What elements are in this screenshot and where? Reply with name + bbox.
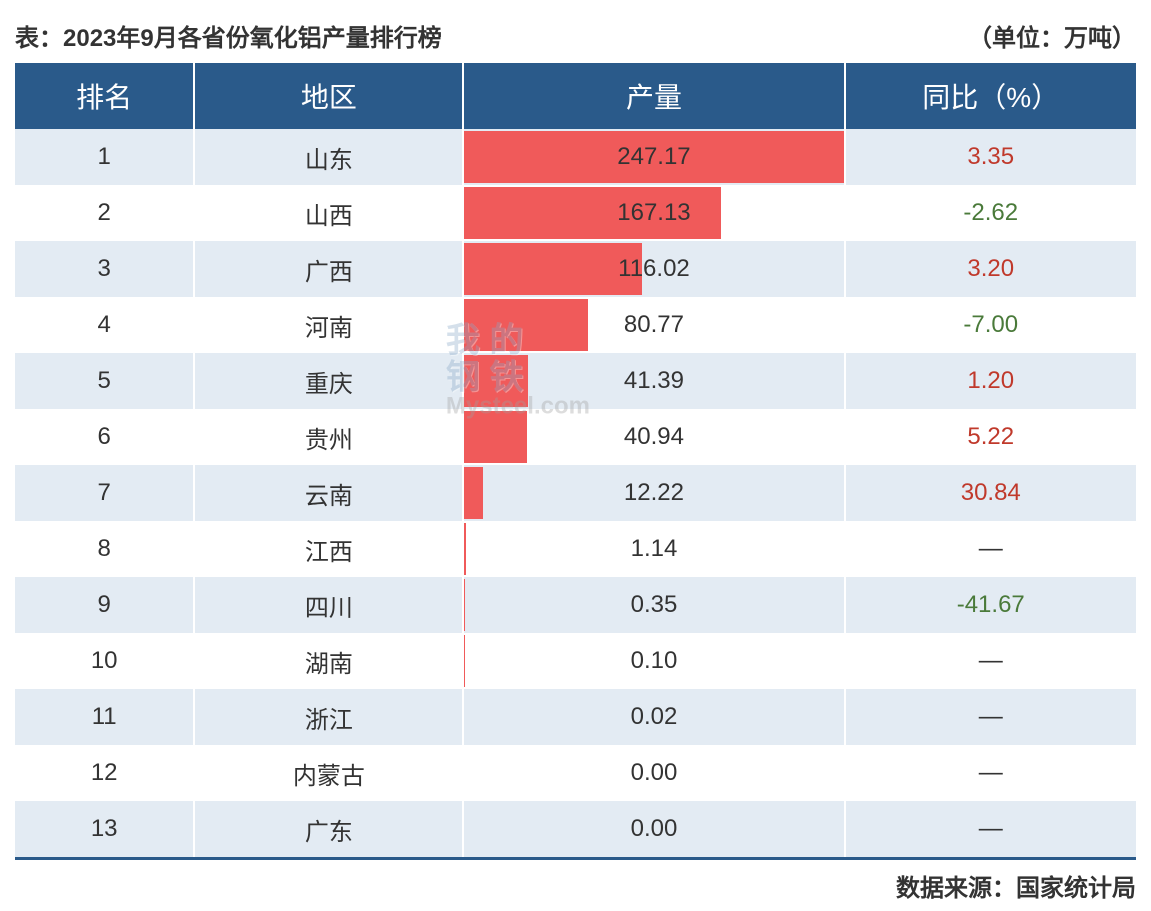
table-body: 1山东247.173.352山西167.13-2.623广西116.023.20… xyxy=(15,129,1136,857)
rank-cell: 3 xyxy=(15,241,194,297)
region-cell: 山西 xyxy=(194,185,463,241)
yoy-cell: — xyxy=(845,521,1136,577)
region-cell: 广东 xyxy=(194,801,463,857)
yoy-cell: 5.22 xyxy=(845,409,1136,465)
table-row: 6贵州40.945.22 xyxy=(15,409,1136,465)
yoy-cell: -41.67 xyxy=(845,577,1136,633)
table-row: 5重庆41.391.20 xyxy=(15,353,1136,409)
rank-cell: 2 xyxy=(15,185,194,241)
output-cell: 116.02 xyxy=(463,241,844,297)
rank-cell: 5 xyxy=(15,353,194,409)
region-cell: 湖南 xyxy=(194,633,463,689)
output-cell: 247.17 xyxy=(463,129,844,185)
output-value: 0.10 xyxy=(464,647,843,675)
region-cell: 重庆 xyxy=(194,353,463,409)
rank-cell: 11 xyxy=(15,689,194,745)
yoy-cell: -2.62 xyxy=(845,185,1136,241)
output-cell: 80.77 xyxy=(463,297,844,353)
table-row: 4河南80.77-7.00 xyxy=(15,297,1136,353)
header-yoy: 同比（%） xyxy=(845,63,1136,129)
table-title: 表：2023年9月各省份氧化铝产量排行榜 xyxy=(15,18,442,53)
table-row: 10湖南0.10— xyxy=(15,633,1136,689)
region-cell: 江西 xyxy=(194,521,463,577)
region-cell: 贵州 xyxy=(194,409,463,465)
region-cell: 河南 xyxy=(194,297,463,353)
yoy-cell: — xyxy=(845,745,1136,801)
rank-cell: 13 xyxy=(15,801,194,857)
yoy-cell: 3.35 xyxy=(845,129,1136,185)
yoy-cell: 1.20 xyxy=(845,353,1136,409)
output-value: 247.17 xyxy=(464,143,843,171)
region-cell: 广西 xyxy=(194,241,463,297)
region-cell: 内蒙古 xyxy=(194,745,463,801)
output-value: 116.02 xyxy=(464,255,843,283)
rank-cell: 9 xyxy=(15,577,194,633)
yoy-cell: — xyxy=(845,689,1136,745)
output-value: 80.77 xyxy=(464,311,843,339)
yoy-cell: -7.00 xyxy=(845,297,1136,353)
output-cell: 1.14 xyxy=(463,521,844,577)
table-row: 11浙江0.02— xyxy=(15,689,1136,745)
header-region: 地区 xyxy=(194,63,463,129)
table-row: 3广西116.023.20 xyxy=(15,241,1136,297)
yoy-cell: — xyxy=(845,633,1136,689)
rank-cell: 7 xyxy=(15,465,194,521)
table-row: 12内蒙古0.00— xyxy=(15,745,1136,801)
ranking-table: 排名 地区 产量 同比（%） 1山东247.173.352山西167.13-2.… xyxy=(15,63,1136,857)
output-cell: 167.13 xyxy=(463,185,844,241)
header-rank: 排名 xyxy=(15,63,194,129)
yoy-cell: — xyxy=(845,801,1136,857)
table-row: 9四川0.35-41.67 xyxy=(15,577,1136,633)
source-footer: 数据来源：国家统计局 xyxy=(15,857,1136,911)
region-cell: 云南 xyxy=(194,465,463,521)
output-value: 12.22 xyxy=(464,479,843,507)
output-value: 0.00 xyxy=(464,759,843,787)
output-value: 41.39 xyxy=(464,367,843,395)
yoy-cell: 3.20 xyxy=(845,241,1136,297)
output-value: 1.14 xyxy=(464,535,843,563)
unit-label: （单位：万吨） xyxy=(968,18,1136,53)
output-cell: 41.39 xyxy=(463,353,844,409)
output-value: 0.35 xyxy=(464,591,843,619)
header-output: 产量 xyxy=(463,63,844,129)
table-row: 7云南12.2230.84 xyxy=(15,465,1136,521)
rank-cell: 10 xyxy=(15,633,194,689)
output-value: 0.00 xyxy=(464,815,843,843)
output-cell: 12.22 xyxy=(463,465,844,521)
rank-cell: 8 xyxy=(15,521,194,577)
table-row: 8江西1.14— xyxy=(15,521,1136,577)
output-cell: 0.10 xyxy=(463,633,844,689)
output-cell: 0.02 xyxy=(463,689,844,745)
rank-cell: 1 xyxy=(15,129,194,185)
region-cell: 山东 xyxy=(194,129,463,185)
output-cell: 0.00 xyxy=(463,745,844,801)
output-value: 0.02 xyxy=(464,703,843,731)
output-value: 167.13 xyxy=(464,199,843,227)
yoy-cell: 30.84 xyxy=(845,465,1136,521)
rank-cell: 12 xyxy=(15,745,194,801)
region-cell: 四川 xyxy=(194,577,463,633)
header-row: 排名 地区 产量 同比（%） xyxy=(15,63,1136,129)
table-row: 13广东0.00— xyxy=(15,801,1136,857)
region-cell: 浙江 xyxy=(194,689,463,745)
output-cell: 0.35 xyxy=(463,577,844,633)
title-row: 表：2023年9月各省份氧化铝产量排行榜 （单位：万吨） xyxy=(15,10,1136,63)
table-row: 1山东247.173.35 xyxy=(15,129,1136,185)
rank-cell: 4 xyxy=(15,297,194,353)
output-cell: 0.00 xyxy=(463,801,844,857)
output-value: 40.94 xyxy=(464,423,843,451)
table-row: 2山西167.13-2.62 xyxy=(15,185,1136,241)
rank-cell: 6 xyxy=(15,409,194,465)
output-cell: 40.94 xyxy=(463,409,844,465)
